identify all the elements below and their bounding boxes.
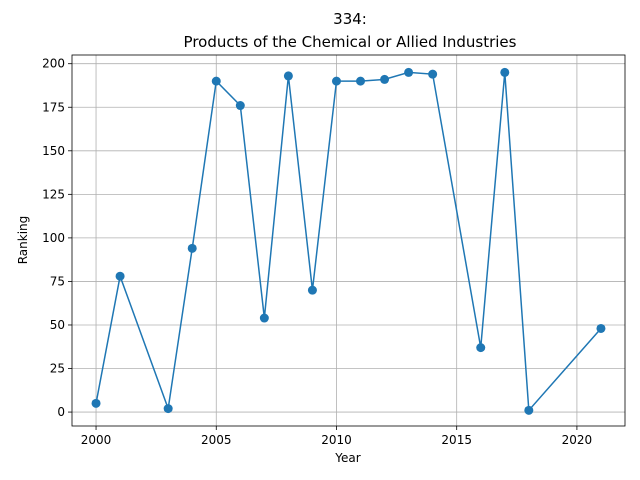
axes: [68, 54, 626, 430]
data-point: [235, 101, 245, 111]
x-tick-label: 2010: [321, 433, 352, 447]
plot-series: [91, 67, 606, 415]
y-tick-label: 25: [50, 362, 65, 376]
y-tick-label: 175: [42, 100, 65, 114]
data-point: [500, 67, 510, 77]
y-tick-label: 150: [42, 144, 65, 158]
data-point: [356, 76, 366, 86]
data-point: [524, 405, 534, 415]
data-point: [596, 323, 606, 333]
data-point: [211, 76, 221, 86]
chart-title-line-2: Products of the Chemical or Allied Indus…: [184, 33, 517, 51]
data-point: [187, 243, 197, 253]
y-tick-label: 200: [42, 57, 65, 71]
y-tick-label: 100: [42, 231, 65, 245]
y-axis-label: Ranking: [16, 216, 30, 265]
y-tick-label: 0: [57, 405, 65, 419]
data-point: [476, 343, 486, 353]
y-tick-label: 50: [50, 318, 65, 332]
data-point: [115, 271, 125, 281]
chart-title-line-1: 334:: [333, 10, 367, 28]
data-point: [259, 313, 269, 323]
y-tick-label: 75: [50, 274, 65, 288]
data-point: [283, 71, 293, 81]
grid-lines: [72, 55, 625, 426]
x-tick-label: 2005: [201, 433, 232, 447]
x-tick-label: 2020: [562, 433, 593, 447]
x-axis-label: Year: [334, 451, 360, 465]
data-point: [428, 69, 438, 79]
data-point: [91, 398, 101, 408]
series-line: [95, 71, 602, 413]
x-tick-label: 2015: [441, 433, 472, 447]
tick-labels: 2000 2005 2010 2015 2020 0 25 50 75 100 125 150 175 2…: [42, 57, 592, 447]
data-point: [307, 285, 317, 295]
plot-frame: [71, 54, 626, 427]
data-point: [380, 74, 390, 84]
data-point: [163, 404, 173, 414]
y-tick-label: 125: [42, 187, 65, 201]
data-point: [404, 67, 414, 77]
data-point: [331, 76, 341, 86]
x-tick-label: 2000: [81, 433, 112, 447]
